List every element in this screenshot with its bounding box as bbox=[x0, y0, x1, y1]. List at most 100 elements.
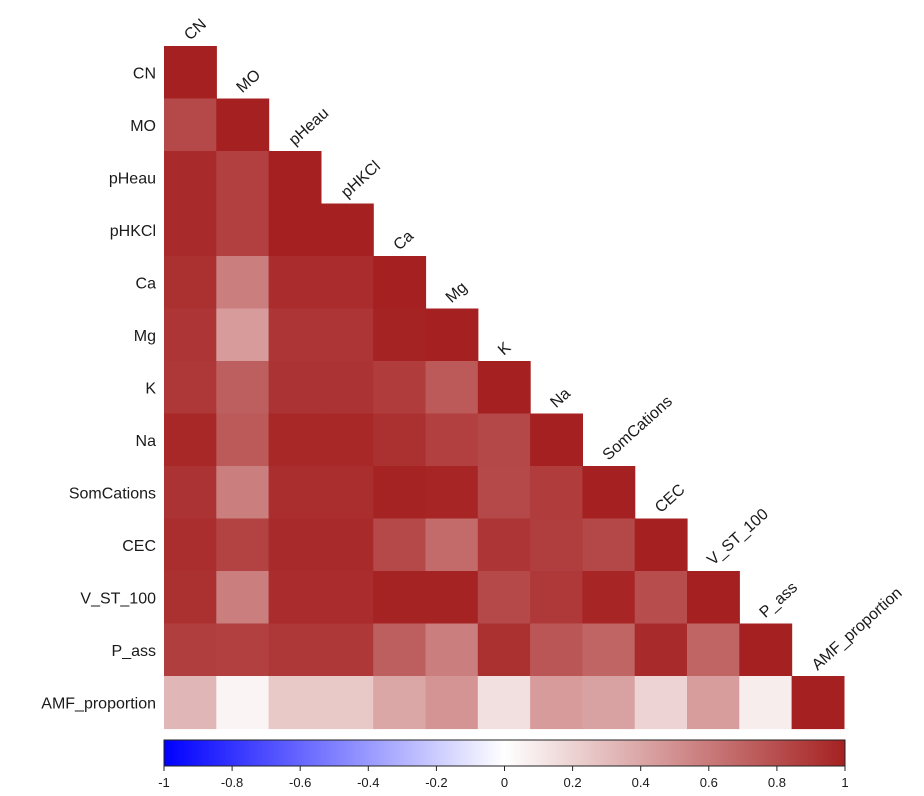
heatmap-cell bbox=[164, 203, 217, 257]
heatmap-cell bbox=[164, 623, 217, 677]
heatmap-cell bbox=[739, 676, 793, 730]
heatmap-cell bbox=[164, 46, 217, 100]
heatmap-cell bbox=[164, 256, 217, 310]
heatmap-cell bbox=[425, 518, 479, 572]
heatmap-cell bbox=[268, 413, 322, 467]
heatmap-cell bbox=[216, 676, 270, 730]
heatmap-cell bbox=[216, 518, 270, 572]
heatmap-cell bbox=[634, 571, 688, 625]
heatmap-cell bbox=[216, 413, 270, 467]
heatmap-cell bbox=[530, 676, 583, 730]
row-label: Mg bbox=[134, 328, 156, 345]
heatmap-cell bbox=[320, 466, 374, 520]
heatmap-cell bbox=[373, 466, 427, 520]
heatmap-cell bbox=[320, 203, 374, 257]
heatmap-cell bbox=[477, 676, 531, 730]
heatmap-cell bbox=[164, 151, 217, 205]
heatmap-cell bbox=[216, 571, 270, 625]
colorbar-tick-label: 1 bbox=[841, 775, 848, 790]
heatmap-cell bbox=[477, 466, 531, 520]
colorbar-tick-label: 0 bbox=[501, 775, 508, 790]
heatmap-cell bbox=[164, 518, 217, 572]
heatmap-cell bbox=[425, 308, 479, 362]
heatmap-cell bbox=[373, 256, 427, 310]
heatmap-cell bbox=[268, 571, 322, 625]
column-label: pHKCl bbox=[338, 158, 384, 202]
heatmap-cell bbox=[164, 571, 217, 625]
heatmap-cell bbox=[477, 571, 531, 625]
heatmap-cell bbox=[477, 623, 531, 677]
heatmap-cell bbox=[216, 151, 270, 205]
heatmap-cell bbox=[530, 413, 583, 467]
heatmap-cell bbox=[582, 676, 636, 730]
heatmap-cell bbox=[373, 361, 427, 415]
heatmap-cell bbox=[634, 676, 688, 730]
heatmap-cell bbox=[425, 571, 479, 625]
heatmap-cell bbox=[268, 623, 322, 677]
heatmap-cell bbox=[373, 623, 427, 677]
heatmap-cell bbox=[320, 413, 374, 467]
heatmap-cell bbox=[373, 413, 427, 467]
row-label: CEC bbox=[122, 538, 156, 555]
heatmap-cell bbox=[530, 623, 583, 677]
heatmap-cell bbox=[373, 518, 427, 572]
heatmap-cell bbox=[530, 466, 583, 520]
heatmap-cell bbox=[477, 518, 531, 572]
column-label: Mg bbox=[443, 279, 471, 307]
column-label: MO bbox=[234, 67, 265, 97]
heatmap-cell bbox=[320, 518, 374, 572]
heatmap-cell bbox=[425, 413, 479, 467]
colorbar-tick-label: -1 bbox=[158, 775, 170, 790]
colorbar-tick-label: -0.4 bbox=[357, 775, 379, 790]
heatmap-cell bbox=[268, 518, 322, 572]
colorbar-tick-label: -0.6 bbox=[289, 775, 311, 790]
row-label: P_ass bbox=[112, 643, 156, 660]
colorbar-tick-label: 0.2 bbox=[564, 775, 582, 790]
colorbar-tick-label: -0.8 bbox=[221, 775, 243, 790]
column-label: Na bbox=[547, 385, 574, 411]
row-label: AMF_proportion bbox=[41, 695, 156, 712]
heatmap-cell bbox=[687, 676, 740, 730]
row-label: V_ST_100 bbox=[80, 590, 156, 607]
column-label: pHeau bbox=[286, 105, 332, 149]
heatmap-cell bbox=[320, 571, 374, 625]
heatmap-cells bbox=[164, 46, 845, 730]
row-label: Na bbox=[136, 433, 157, 450]
heatmap-cell bbox=[373, 308, 427, 362]
heatmap-cell bbox=[739, 623, 793, 677]
column-label: Ca bbox=[391, 228, 418, 254]
heatmap-cell bbox=[582, 466, 636, 520]
heatmap-cell bbox=[582, 571, 636, 625]
heatmap-cell bbox=[530, 518, 583, 572]
heatmap-cell bbox=[320, 676, 374, 730]
heatmap-cell bbox=[582, 518, 636, 572]
heatmap-cell bbox=[164, 361, 217, 415]
heatmap-cell bbox=[268, 466, 322, 520]
heatmap-cell bbox=[320, 361, 374, 415]
heatmap-cell bbox=[687, 571, 740, 625]
heatmap-cell bbox=[216, 203, 270, 257]
column-label: P_ass bbox=[757, 579, 801, 621]
column-label: SomCations bbox=[600, 393, 676, 464]
column-label: CN bbox=[181, 16, 210, 44]
heatmap-cell bbox=[634, 623, 688, 677]
heatmap-cell bbox=[373, 571, 427, 625]
row-label: SomCations bbox=[69, 485, 156, 502]
colorbar: -1 -0.8 -0.6 -0.4 -0.2 0 0.2 0.4 0.6 0.8 1 bbox=[158, 739, 849, 790]
heatmap-cell bbox=[320, 623, 374, 677]
heatmap-cell bbox=[268, 676, 322, 730]
heatmap-cell bbox=[373, 676, 427, 730]
row-label: Ca bbox=[136, 275, 157, 292]
heatmap-cell bbox=[216, 308, 270, 362]
heatmap-cell bbox=[268, 203, 322, 257]
column-label: V_ST_100 bbox=[704, 506, 772, 569]
heatmap-cell bbox=[216, 361, 270, 415]
colorbar-tick-label: -0.2 bbox=[425, 775, 447, 790]
heatmap-cell bbox=[268, 256, 322, 310]
colorbar-tick-label: 0.4 bbox=[632, 775, 650, 790]
heatmap-cell bbox=[425, 361, 479, 415]
row-labels: CN MO pHeau pHKCl Ca Mg K Na SomCations CEC V_ST_1… bbox=[41, 65, 156, 712]
heatmap-cell bbox=[791, 676, 845, 730]
heatmap-cell bbox=[320, 308, 374, 362]
